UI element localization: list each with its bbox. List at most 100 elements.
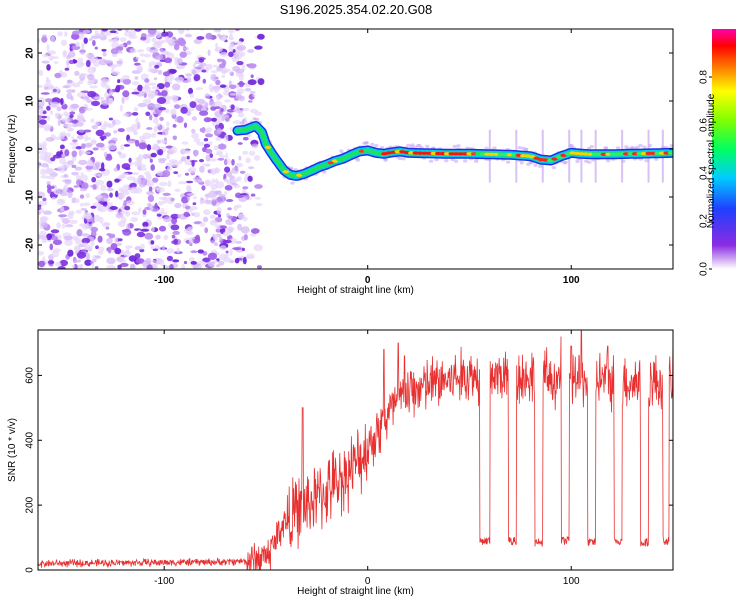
noise-blob <box>126 40 132 45</box>
x-tick-label: 100 <box>563 576 580 587</box>
noise-blob <box>216 33 221 37</box>
halo-blob <box>523 147 529 151</box>
noise-blob <box>219 225 227 229</box>
noise-blob <box>221 74 226 79</box>
noise-blob <box>47 260 55 265</box>
noise-blob <box>135 258 145 264</box>
noise-blob <box>66 89 74 93</box>
noise-blob <box>146 264 153 269</box>
track-core <box>434 151 442 156</box>
noise-blob <box>137 84 143 92</box>
noise-blob <box>190 261 197 265</box>
noise-blob <box>95 180 105 186</box>
noise-blob <box>224 191 228 196</box>
noise-blob <box>141 59 146 63</box>
noise-blob <box>205 32 213 40</box>
noise-blob <box>215 197 225 204</box>
noise-blob <box>169 264 174 269</box>
noise-blob <box>90 226 99 233</box>
noise-blob <box>172 83 181 91</box>
noise-blob <box>210 106 217 111</box>
noise-blob <box>121 172 129 176</box>
noise-blob <box>218 193 226 198</box>
noise-blob <box>220 108 224 112</box>
noise-blob <box>237 223 243 231</box>
noise-blob <box>152 264 158 269</box>
noise-blob <box>192 62 197 69</box>
noise-blob <box>134 253 141 259</box>
noise-blob <box>160 207 165 214</box>
noise-blob <box>95 245 99 249</box>
noise-blob <box>162 50 170 56</box>
noise-blob <box>166 255 173 262</box>
noise-blob <box>70 96 74 101</box>
noise-blob <box>136 165 143 171</box>
noise-blob <box>252 94 256 97</box>
colorbar-ticks: 0.0 0.2 0.4 0.6 0.8 <box>699 70 712 276</box>
noise-blob <box>75 146 83 150</box>
noise-blob <box>219 245 227 251</box>
noise-blob <box>64 123 73 128</box>
noise-blob <box>217 157 225 161</box>
noise-blob <box>115 190 119 198</box>
noise-blob <box>221 68 231 72</box>
noise-blob <box>77 81 81 88</box>
noise-blob <box>191 212 195 216</box>
noise-blob <box>44 98 53 103</box>
halo-blob <box>401 157 406 161</box>
noise-blob <box>152 143 160 151</box>
track-core <box>318 164 325 168</box>
noise-blob <box>99 216 104 224</box>
noise-blob <box>199 110 209 116</box>
halo-blob <box>370 142 375 146</box>
noise-blob <box>108 117 113 121</box>
noise-blob <box>250 193 256 197</box>
noise-blob <box>71 155 77 162</box>
noise-blob <box>254 197 262 200</box>
noise-blob <box>61 117 70 123</box>
noise-blob <box>242 150 249 155</box>
noise-blob <box>128 35 138 40</box>
noise-blob <box>214 100 223 109</box>
noise-blob <box>211 178 215 184</box>
noise-blob <box>255 202 263 207</box>
noise-blob <box>172 230 180 235</box>
noise-blob <box>135 139 140 147</box>
noise-blob <box>163 235 169 240</box>
y-tick-label: -10 <box>25 189 36 204</box>
noise-blob <box>145 111 151 117</box>
noise-blob <box>238 155 242 161</box>
noise-blob <box>103 198 111 202</box>
track-core <box>260 135 267 139</box>
noise-blob <box>59 259 68 267</box>
noise-blob <box>119 153 127 159</box>
noise-blob <box>148 186 153 193</box>
noise-blob <box>125 200 135 206</box>
noise-blob <box>71 171 79 176</box>
noise-blob <box>182 149 191 154</box>
noise-blob <box>101 29 109 32</box>
noise-blob <box>101 162 105 170</box>
snr-y-label: SNR (10 * v/v) <box>7 418 18 482</box>
noise-blob <box>180 106 188 114</box>
noise-blob <box>91 100 100 107</box>
noise-blob <box>256 265 263 269</box>
noise-blob <box>39 154 48 161</box>
noise-blob <box>165 74 175 82</box>
noise-blob <box>213 87 220 94</box>
noise-blob <box>215 42 219 49</box>
noise-blob <box>90 118 95 123</box>
noise-blob <box>236 44 247 51</box>
halo-blob <box>538 164 543 168</box>
y-tick-label: 600 <box>25 367 36 384</box>
noise-blob <box>75 41 80 47</box>
track-core <box>264 145 272 149</box>
noise-blob <box>49 243 54 251</box>
noise-blob <box>170 94 179 101</box>
noise-blob <box>142 153 149 160</box>
y-tick-label: 400 <box>25 431 36 448</box>
noise-blob <box>250 233 257 237</box>
noise-blob <box>157 69 163 75</box>
noise-blob <box>86 169 93 172</box>
